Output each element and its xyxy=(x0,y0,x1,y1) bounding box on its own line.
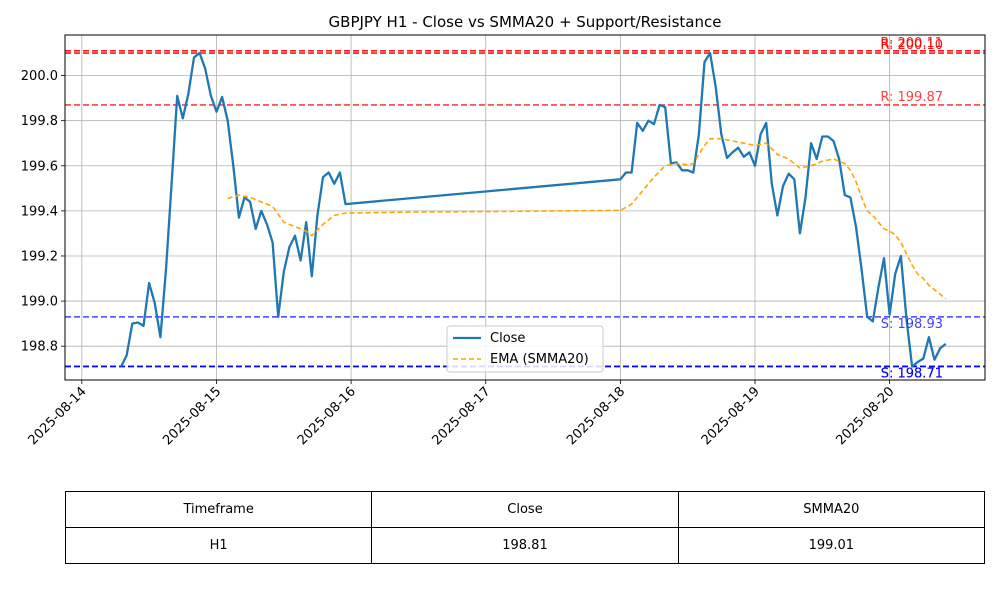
resistance-label: R: 200.11 xyxy=(880,36,943,51)
y-tick-label: 199.0 xyxy=(21,295,58,310)
legend: Close EMA (SMMA20) xyxy=(446,325,604,373)
x-axis: 2025-08-14 2025-08-15 2025-08-16 2025-08-17… xyxy=(26,380,897,448)
x-tick-label: 2025-08-14 xyxy=(26,384,90,448)
level-lines xyxy=(65,49,985,368)
resistance-label: R: 199.87 xyxy=(880,90,943,105)
level-labels: R: 200.10R: 200.11 R: 199.87 S: 198.93 S: 1… xyxy=(880,36,943,382)
table-row: H1 198.81 199.01 xyxy=(64,527,986,564)
smma-series-line xyxy=(227,137,947,300)
x-tick-label: 2025-08-20 xyxy=(833,384,897,448)
x-tick-label: 2025-08-19 xyxy=(699,384,763,448)
y-tick-label: 199.4 xyxy=(21,204,58,219)
x-tick-label: 2025-08-15 xyxy=(160,384,224,448)
legend-smma-label: EMA (SMMA20) xyxy=(490,352,589,367)
y-tick-label: 200.0 xyxy=(21,69,58,84)
table-header-row: Timeframe Close SMMA20 xyxy=(64,491,986,528)
summary-table: Timeframe Close SMMA20 H1 198.81 199.01 xyxy=(64,491,986,564)
close-series-line xyxy=(120,51,947,368)
resistance-label: R: 200.10 xyxy=(880,38,943,53)
table-header-cell: Timeframe xyxy=(64,491,373,528)
chart-figure: GBPJPY H1 - Close vs SMMA20 + Support/Re… xyxy=(21,13,986,448)
plot-frame xyxy=(64,34,986,381)
x-tick-label: 2025-08-16 xyxy=(295,384,359,448)
table-cell: 198.81 xyxy=(371,527,679,564)
y-axis: 198.8 199.0 199.2 199.4 199.6 199.8 200.0 xyxy=(21,69,65,355)
legend-close-label: Close xyxy=(490,331,525,346)
table-header-cell: Close xyxy=(371,491,679,528)
chart-title: GBPJPY H1 - Close vs SMMA20 + Support/Re… xyxy=(329,13,722,31)
table-header-cell: SMMA20 xyxy=(677,491,986,528)
series-lines xyxy=(120,51,947,368)
support-label: S: 198.93 xyxy=(881,317,943,332)
x-tick-label: 2025-08-18 xyxy=(564,384,628,448)
support-label: S: 198.71 xyxy=(881,366,943,381)
y-tick-label: 199.6 xyxy=(21,159,58,174)
x-tick-label: 2025-08-17 xyxy=(430,384,494,448)
table-cell: 199.01 xyxy=(677,527,986,564)
y-tick-label: 199.8 xyxy=(21,114,58,129)
y-tick-label: 198.8 xyxy=(21,340,58,355)
grid-lines xyxy=(65,35,985,380)
support-label: S: 198.71 xyxy=(881,366,943,381)
y-tick-label: 199.2 xyxy=(21,249,58,264)
legend-box xyxy=(446,325,604,373)
table-cell: H1 xyxy=(64,527,373,564)
